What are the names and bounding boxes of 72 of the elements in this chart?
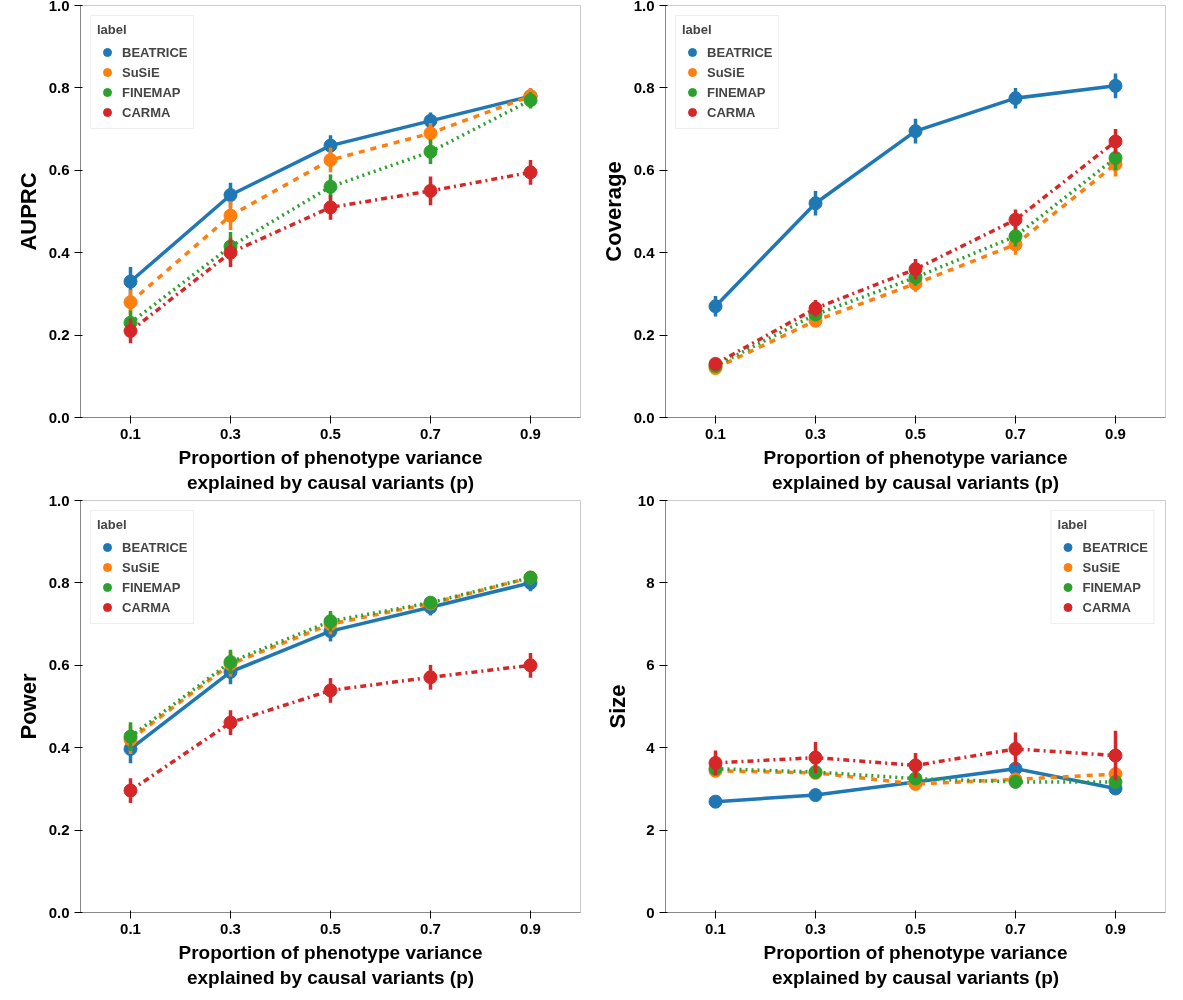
y-axis-title: Coverage [600,161,626,262]
x-tick-label: 0.5 [320,919,341,937]
x-tick-label: 0.5 [905,919,926,937]
x-axis-title: Proportion of phenotype variance explained by causal variants (p) [178,941,483,988]
y-tick-label: 0 [646,903,655,921]
x-tick-label: 0.3 [220,424,241,442]
legend-title: label [97,22,128,37]
y-tick-label: 8 [646,573,655,591]
y-tick-label: 0.4 [633,243,656,261]
x-tick-label: 0.7 [420,919,441,937]
y-tick-label: 0.4 [48,738,71,756]
legend-label: CARMA [122,104,171,120]
y-tick-label: 0.8 [48,78,70,96]
x-tick-label: 0.5 [320,424,341,442]
x-tick-label: 0.5 [905,424,926,442]
y-tick-label: 1.0 [633,0,655,14]
y-axis-title: Size [604,684,630,729]
x-tick-label: 0.9 [520,424,541,442]
y-tick-label: 0.6 [48,161,70,179]
legend-label: FINEMAP [707,84,766,100]
y-tick-label: 0.0 [48,408,70,426]
legend-title: label [1057,517,1089,532]
x-tick-label: 0.9 [520,919,541,937]
y-tick-label: 0.4 [48,243,71,261]
x-tick-label: 0.3 [805,919,826,937]
x-tick-label: 0.1 [120,424,141,442]
legend-label: BEATRICE [122,539,188,555]
y-tick-label: 0.8 [633,78,655,96]
y-tick-label: 1.0 [48,491,70,509]
y-tick-label: 4 [646,738,656,756]
x-tick-label: 0.1 [705,424,726,442]
y-tick-label: 0.6 [48,656,70,674]
x-tick-label: 0.3 [805,424,826,442]
y-tick-label: 10 [637,491,655,509]
legend-label: FINEMAP [122,84,181,100]
legend-title: label [682,22,713,37]
legend-label: SuSiE [122,64,160,80]
y-axis-title: AUPRC [15,172,41,251]
y-tick-label: 0.0 [48,903,70,921]
y-tick-label: 1.0 [48,0,70,14]
y-tick-label: 0.8 [48,573,70,591]
y-axis-title: Power [15,673,41,740]
x-tick-label: 0.7 [420,424,441,442]
legend-label: CARMA [707,104,756,120]
x-axis-title: Proportion of phenotype variance explained by causal variants (p) [178,446,483,493]
x-axis-title: Proportion of phenotype variance explained by causal variants (p) [763,941,1068,988]
legend-label: FINEMAP [122,579,181,595]
x-tick-label: 0.1 [705,919,726,937]
legend-label: BEATRICE [122,44,188,60]
y-tick-label: 0.2 [633,326,655,344]
x-tick-label: 0.3 [220,919,241,937]
y-tick-label: 0.2 [48,821,70,839]
legend-label: BEATRICE [707,44,773,60]
x-axis-title: Proportion of phenotype variance explained by causal variants (p) [763,446,1068,493]
legend-label: CARMA [1082,599,1131,615]
legend-title: label [97,517,128,532]
x-tick-label: 0.7 [1005,919,1026,937]
legend-label: SuSiE [707,64,745,80]
x-tick-label: 0.9 [1105,919,1126,937]
y-tick-label: 6 [646,656,655,674]
y-tick-label: 2 [646,821,655,839]
legend-label: SuSiE [122,559,160,575]
legend-label: BEATRICE [1082,539,1148,555]
y-tick-label: 0.6 [633,161,655,179]
x-tick-label: 0.1 [120,919,141,937]
legend-label: CARMA [122,599,171,615]
y-tick-label: 0.2 [48,326,70,344]
y-tick-label: 0.0 [633,408,655,426]
x-tick-label: 0.7 [1005,424,1026,442]
legend-label: FINEMAP [1082,579,1142,595]
legend-label: SuSiE [1082,559,1121,575]
x-tick-label: 0.9 [1105,424,1126,442]
